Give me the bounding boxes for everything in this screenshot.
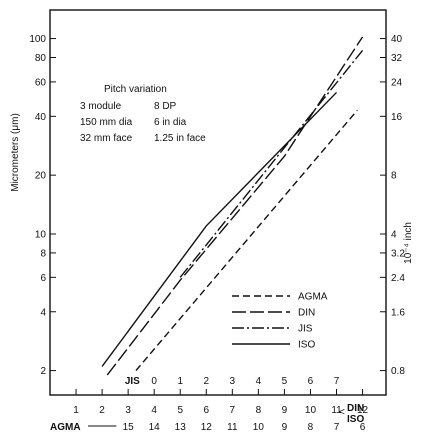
y2-tick-label: 32 bbox=[391, 53, 403, 64]
y-tick-label: 80 bbox=[35, 53, 47, 64]
y-tick-label: 60 bbox=[35, 77, 47, 88]
agma-tick-label: 11 bbox=[227, 422, 238, 433]
agma-tick-label: 6 bbox=[360, 422, 366, 433]
y2-tick-label: 40 bbox=[391, 34, 403, 45]
din-tick-label: 2 bbox=[99, 405, 105, 416]
y-tick-label: 2 bbox=[40, 366, 46, 377]
y2-tick-label: 8 bbox=[391, 171, 397, 182]
din-tick-label: 6 bbox=[203, 405, 209, 416]
y2-tick-label: 3.2 bbox=[391, 248, 405, 259]
y2-tick-label: 4 bbox=[391, 229, 397, 240]
note-metric: 32 mm face bbox=[80, 133, 133, 144]
iso-scale-label: ISO bbox=[347, 414, 364, 425]
note-imperial: 8 DP bbox=[154, 101, 177, 112]
pitch-variation-note: Pitch variation 3 module 8 DP 150 mm dia 6 i… bbox=[80, 84, 206, 144]
note-metric: 150 mm dia bbox=[80, 117, 133, 128]
y2-tick-label: 1.6 bbox=[391, 307, 405, 318]
jis-tick-label: 0 bbox=[151, 376, 157, 387]
jis-tick-label: 4 bbox=[256, 376, 262, 387]
y2-tick-label: 2.4 bbox=[391, 273, 405, 284]
y-tick-label: 10 bbox=[35, 229, 47, 240]
y-tick-label: 6 bbox=[40, 273, 46, 284]
din-tick-label: 4 bbox=[151, 405, 157, 416]
y2-tick-label: 16 bbox=[391, 112, 403, 123]
din-tick-label: 1 bbox=[73, 405, 79, 416]
jis-tick-label: 5 bbox=[282, 376, 288, 387]
agma-tick-label: 9 bbox=[282, 422, 288, 433]
note-imperial: 1.25 in face bbox=[154, 133, 206, 144]
jis-tick-label: 6 bbox=[308, 376, 314, 387]
y-axis-title: Micrometers (μm) bbox=[10, 113, 21, 192]
y2-tick-label: 0.8 bbox=[391, 366, 405, 377]
y-tick-label: 8 bbox=[40, 248, 46, 259]
agma-tick-label: 14 bbox=[149, 422, 161, 433]
agma-tick-label: 12 bbox=[201, 422, 213, 433]
jis-scale-label: JIS bbox=[125, 376, 140, 387]
agma-tick-label: 8 bbox=[308, 422, 314, 433]
note-imperial: 6 in dia bbox=[154, 117, 187, 128]
series-line-din bbox=[106, 36, 364, 376]
plot-frame bbox=[49, 9, 387, 396]
series-line-jis bbox=[179, 49, 364, 278]
jis-tick-label: 7 bbox=[334, 376, 340, 387]
y2-axis-ticks: 0.8 1.6 2.4 3.2 4 8 16 24 32 40 bbox=[380, 34, 405, 377]
y-tick-label: 20 bbox=[35, 171, 47, 182]
y-tick-label: 100 bbox=[29, 34, 46, 45]
din-iso-bracket: < bbox=[339, 407, 345, 418]
din-tick-label: 10 bbox=[305, 405, 317, 416]
legend: AGMA DIN JIS ISO bbox=[232, 292, 328, 351]
legend-label-agma: AGMA bbox=[298, 292, 328, 303]
jis-tick-label: 3 bbox=[230, 376, 236, 387]
legend-label-iso: ISO bbox=[298, 340, 315, 351]
din-tick-label: 9 bbox=[282, 405, 288, 416]
note-metric: 3 module bbox=[80, 101, 122, 112]
din-tick-label: 5 bbox=[177, 405, 183, 416]
din-tick-label: 7 bbox=[230, 405, 236, 416]
din-scale-label: DIN bbox=[347, 403, 364, 414]
agma-tick-label: 7 bbox=[334, 422, 340, 433]
series-line-agma bbox=[135, 109, 358, 372]
series-lines bbox=[101, 36, 364, 376]
jis-tick-label: 1 bbox=[177, 376, 183, 387]
agma-tick-label: 13 bbox=[175, 422, 187, 433]
din-tick-label: 8 bbox=[256, 405, 262, 416]
din-tick-label: 3 bbox=[125, 405, 131, 416]
agma-tick-label: 10 bbox=[253, 422, 265, 433]
agma-scale-label: AGMA bbox=[50, 422, 81, 433]
y-tick-label: 4 bbox=[40, 307, 46, 318]
y-tick-label: 40 bbox=[35, 112, 47, 123]
agma-tick-label: 15 bbox=[123, 422, 135, 433]
y2-axis-title: 10⁻⁴ inch bbox=[403, 222, 414, 264]
legend-label-jis: JIS bbox=[298, 324, 313, 335]
series-line-iso bbox=[101, 91, 338, 367]
din-tick-label: 12 bbox=[357, 405, 369, 416]
y-axis-ticks: 2 4 6 8 10 20 40 60 80 100 bbox=[29, 34, 56, 377]
din-tick-label: 11 bbox=[331, 405, 342, 416]
jis-tick-label: 2 bbox=[203, 376, 209, 387]
note-heading: Pitch variation bbox=[104, 84, 167, 95]
y2-tick-label: 24 bbox=[391, 77, 403, 88]
legend-label-din: DIN bbox=[298, 308, 315, 319]
